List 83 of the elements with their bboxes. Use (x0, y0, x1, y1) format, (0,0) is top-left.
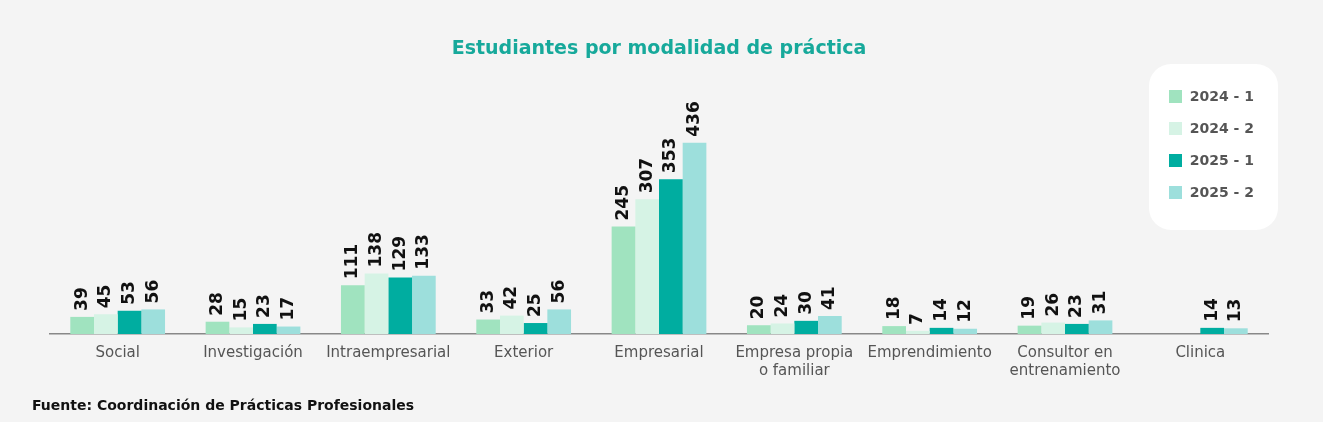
bar (117, 310, 142, 334)
data-label: 41 (818, 286, 839, 311)
data-label: 39 (70, 287, 91, 311)
x-tick-label: Intraempresarial (326, 342, 451, 361)
data-label: 20 (747, 295, 768, 320)
bar (412, 275, 436, 334)
bar (141, 309, 166, 334)
data-label: 23 (1065, 294, 1086, 318)
bar (746, 325, 771, 334)
x-tick-label: Empresarial (614, 342, 704, 361)
legend-label: 2025 - 2 (1189, 184, 1254, 200)
bar (229, 327, 253, 334)
bar (611, 226, 636, 334)
bar (882, 326, 906, 334)
bar (364, 273, 389, 334)
data-label: 56 (141, 279, 162, 304)
bar (547, 309, 572, 334)
data-label: 307 (635, 157, 656, 194)
data-label: 111 (341, 243, 362, 280)
legend-label: 2024 - 1 (1189, 88, 1254, 104)
bar (276, 326, 301, 334)
data-label: 33 (476, 289, 497, 314)
bar (523, 323, 548, 334)
data-label: 45 (94, 284, 115, 309)
bar (635, 199, 659, 334)
data-label: 133 (412, 234, 433, 270)
bar (1017, 325, 1042, 334)
bar (1200, 327, 1225, 334)
bar (340, 285, 365, 334)
data-label: 56 (547, 279, 568, 304)
x-tick-label: Clinica (1175, 342, 1226, 361)
bar (929, 327, 954, 334)
x-tick-label: Investigación (203, 342, 303, 361)
data-label: 25 (523, 293, 544, 318)
data-label: 18 (882, 296, 903, 321)
data-label: 129 (388, 235, 409, 272)
data-label: 138 (364, 231, 385, 268)
data-label: 24 (770, 293, 791, 318)
data-label: 17 (276, 296, 297, 321)
bar (1041, 322, 1065, 334)
bar (794, 320, 819, 334)
data-label: 7 (906, 313, 927, 325)
bar (70, 316, 94, 334)
bar (682, 142, 707, 334)
data-label: 28 (205, 292, 226, 316)
data-label: 26 (1041, 292, 1062, 317)
legend-label: 2025 - 1 (1189, 152, 1254, 168)
bar (388, 277, 413, 334)
data-label: 436 (682, 101, 703, 137)
x-tick-label: Consultor en entrenamiento (1009, 342, 1121, 379)
data-label: 15 (229, 297, 250, 322)
bar (1224, 328, 1248, 334)
bar (476, 319, 500, 334)
bar (818, 316, 842, 334)
data-label: 42 (500, 285, 521, 310)
legend-label: 2024 - 2 (1189, 120, 1254, 136)
data-label: 245 (611, 185, 632, 221)
data-label: 14 (929, 298, 950, 322)
data-label: 19 (1017, 295, 1038, 320)
data-label: 14 (1200, 298, 1221, 322)
bar (205, 321, 230, 334)
bar (659, 179, 683, 334)
bar (499, 315, 524, 334)
data-label: 353 (659, 137, 680, 174)
data-label: 13 (1224, 298, 1245, 323)
data-label: 31 (1088, 290, 1109, 315)
x-tick-label: Emprendimiento (867, 342, 992, 361)
bar (770, 323, 795, 334)
data-label: 53 (117, 281, 138, 305)
bar (1065, 323, 1089, 334)
source-note: Fuente: Coordinación de Prácticas Profesionales (32, 397, 415, 413)
x-tick-label: Social (95, 342, 140, 361)
data-label: 23 (253, 294, 274, 318)
bar (1088, 320, 1113, 334)
bar (253, 323, 277, 334)
bar (953, 328, 978, 334)
data-label: 12 (953, 299, 974, 323)
x-tick-label: Empresa propia o familiar (735, 342, 854, 379)
x-tick-label: Exterior (494, 342, 555, 361)
bar (905, 330, 930, 334)
bar (93, 314, 118, 334)
data-label: 30 (794, 291, 815, 315)
chart-title: Estudiantes por modalidad de práctica (451, 36, 867, 59)
